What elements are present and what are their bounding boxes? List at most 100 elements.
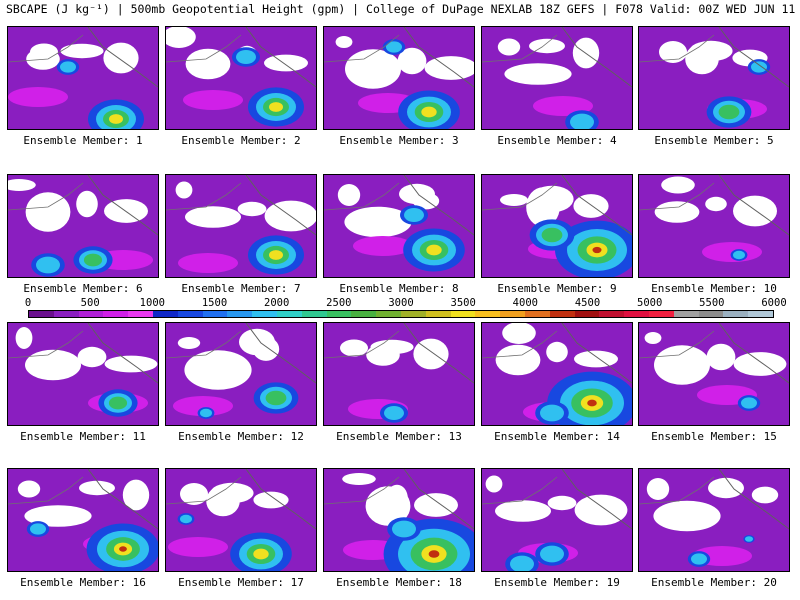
boundary-line [403, 27, 474, 88]
ensemble-member-label: Ensemble Member: 20 [651, 576, 777, 589]
cape-field-map [482, 469, 632, 571]
cape-core [236, 50, 256, 64]
ensemble-panel-18 [323, 468, 475, 572]
boundary-line [8, 182, 84, 211]
colorbar-swatch [276, 311, 302, 317]
colorbar-swatch [351, 311, 377, 317]
boundary-line [245, 469, 316, 530]
no-cape-region [574, 350, 618, 368]
no-cape-region [60, 43, 104, 59]
cape-core [426, 244, 442, 256]
no-cape-region [500, 194, 528, 206]
no-cape-region [340, 339, 368, 357]
ensemble-member-label: Ensemble Member: 13 [336, 430, 462, 443]
ensemble-panel-13 [323, 322, 475, 426]
colorbar-swatch [599, 311, 625, 317]
no-cape-region [345, 49, 401, 89]
boundary-line [403, 323, 474, 384]
cape-colorbar [28, 310, 774, 318]
ensemble-member-label: Ensemble Member: 1 [23, 134, 143, 147]
cape-field-map [482, 27, 632, 129]
boundary-line [324, 34, 400, 63]
cape-core [83, 253, 103, 267]
cape-core [109, 114, 123, 124]
no-cape-region [175, 181, 193, 199]
boundary-line [87, 469, 158, 530]
colorbar-tick-label: 4500 [574, 297, 601, 309]
no-cape-region [253, 491, 289, 509]
colorbar-tick-label: 0 [24, 297, 32, 309]
cape-field-map [324, 175, 474, 277]
ensemble-panel-5 [638, 26, 790, 130]
no-cape-region [185, 48, 231, 80]
no-cape-region [661, 176, 695, 194]
cape-field-map [639, 27, 789, 129]
no-cape-region [239, 328, 275, 356]
ensemble-panel-9 [481, 174, 633, 278]
ensemble-member-label: Ensemble Member: 3 [339, 134, 459, 147]
no-cape-region [708, 477, 744, 499]
cape-core [119, 546, 127, 552]
ensemble-panel-3 [323, 26, 475, 130]
no-cape-region [705, 196, 727, 212]
colorbar-tick-label: 5000 [637, 297, 663, 309]
ensemble-panel-1 [7, 26, 159, 130]
no-cape-region [77, 346, 107, 368]
ensemble-panel-8 [323, 174, 475, 278]
boundary-line [403, 469, 474, 530]
colorbar-swatch [78, 311, 104, 317]
colorbar-swatch [326, 311, 352, 317]
colorbar-tick-label: 500 [80, 297, 100, 309]
boundary-line [561, 469, 632, 530]
ensemble-panel-7 [165, 174, 317, 278]
map-title: SBCAPE (J kg⁻¹) | 500mb Geopotential Hei… [6, 2, 800, 16]
cape-field-map [639, 469, 789, 571]
cape-field-map [8, 27, 158, 129]
no-cape-region [659, 41, 687, 63]
cape-core [570, 113, 594, 129]
boundary-line [245, 175, 316, 236]
boundary-line [245, 27, 316, 88]
boundary-line [718, 175, 789, 236]
cape-field-map [166, 469, 316, 571]
colorbar-swatch [723, 311, 749, 317]
colorbar-swatch [624, 311, 649, 317]
ensemble-member-label: Ensemble Member: 7 [181, 282, 301, 295]
no-cape-region [497, 38, 521, 56]
colorbar-swatch [500, 311, 525, 317]
colorbar-tick-label: 4000 [512, 297, 538, 309]
no-cape-region [485, 475, 503, 493]
cape-field-map [166, 175, 316, 277]
no-cape-region [653, 500, 721, 532]
colorbar-swatch [648, 311, 674, 317]
cape-contour [8, 87, 68, 107]
ensemble-panel-10 [638, 174, 790, 278]
cape-contour [353, 236, 413, 256]
no-cape-region [573, 194, 609, 218]
ensemble-panel-4 [481, 26, 633, 130]
colorbar-tick-label: 3500 [450, 297, 476, 309]
no-cape-region [344, 206, 412, 238]
no-cape-region [337, 184, 361, 206]
boundary-line [87, 323, 158, 384]
cape-core [745, 536, 753, 542]
cape-core [108, 396, 128, 410]
boundary-line [324, 476, 400, 505]
no-cape-region [30, 43, 58, 61]
no-cape-region [335, 36, 353, 48]
ensemble-panel-6 [7, 174, 159, 278]
boundary-line [718, 27, 789, 88]
ensemble-panel-16 [7, 468, 159, 572]
colorbar-tick-label: 2500 [326, 297, 352, 309]
colorbar-swatch [29, 311, 54, 317]
ensemble-member-label: Ensemble Member: 6 [23, 282, 143, 295]
ensemble-panel-2 [165, 26, 317, 130]
ensemble-member-label: Ensemble Member: 10 [651, 282, 777, 295]
boundary-line [482, 182, 558, 211]
no-cape-region [104, 355, 158, 373]
no-cape-region [502, 323, 536, 344]
colorbar-swatch [177, 311, 203, 317]
cape-field-map [8, 323, 158, 425]
cape-core [741, 397, 757, 409]
no-cape-region [733, 352, 787, 376]
